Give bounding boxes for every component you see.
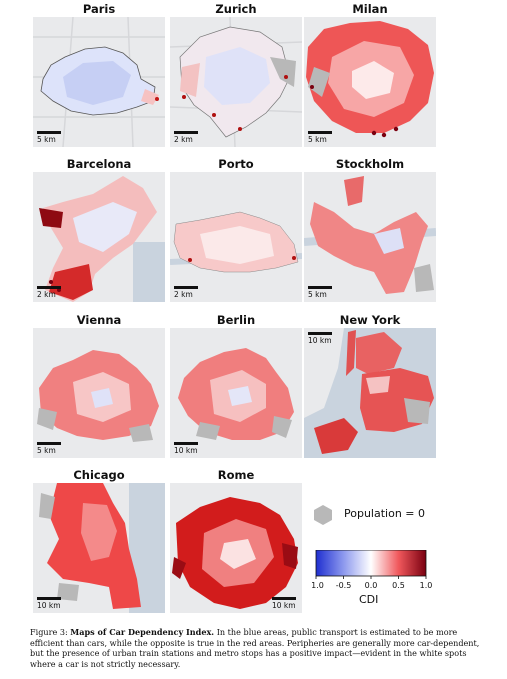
panel-title: Vienna: [76, 313, 122, 327]
population-zero-hexagon: [314, 505, 332, 525]
panel-title: Stockholm: [335, 157, 405, 171]
scale-bar: 2 km: [174, 131, 198, 144]
map-porto: 2 km: [170, 172, 302, 302]
colorbar-tick-label: 1.0: [420, 581, 432, 590]
scale-bar: 5 km: [37, 131, 61, 144]
map-berlin: 10 km: [170, 328, 302, 458]
scale-bar: 10 km: [308, 332, 332, 345]
panel-title: Rome: [217, 468, 255, 482]
scale-bar: 10 km: [174, 442, 198, 455]
map-rome: 10 km: [170, 483, 302, 613]
map-milan: 5 km: [304, 17, 436, 147]
caption-title: Maps of Car Dependency Index.: [70, 627, 215, 637]
scale-bar: 2 km: [37, 286, 61, 299]
panel-title: Chicago: [73, 468, 125, 482]
scale-bar: 5 km: [308, 286, 332, 299]
map-paris: 5 km: [33, 17, 165, 147]
panel-title: Paris: [82, 2, 116, 16]
colorbar-tick-label: -0.5: [336, 581, 352, 590]
map-vienna: 5 km: [33, 328, 165, 458]
map-new-york: 10 km: [304, 328, 436, 458]
colorbar-tick-label: 0.5: [392, 581, 405, 590]
scale-bar: 5 km: [308, 131, 332, 144]
panel-title: Milan: [352, 2, 388, 16]
scale-bar: 2 km: [174, 286, 198, 299]
colorbar-label: CDI: [359, 593, 379, 606]
legend: Population = 0 -1.0 -0.5 0.0 0.5 1.0 CDI: [306, 498, 446, 608]
scale-bar: 5 km: [37, 442, 61, 455]
panel-title: Porto: [218, 157, 254, 171]
map-barcelona: 2 km: [33, 172, 165, 302]
scale-bar: 10 km: [37, 597, 61, 610]
figure-caption: Figure 3: Maps of Car Dependency Index. …: [30, 627, 485, 669]
scale-bar: 10 km: [272, 597, 296, 610]
caption-body: In the blue areas, public transport is e…: [30, 627, 480, 669]
panel-title: New York: [339, 313, 401, 327]
population-zero-label: Population = 0: [344, 507, 426, 520]
panel-title: Berlin: [216, 313, 256, 327]
colorbar: -1.0 -0.5 0.0 0.5 1.0: [312, 550, 432, 590]
panel-title: Barcelona: [66, 157, 132, 171]
map-chicago: 10 km: [33, 483, 165, 613]
colorbar-tick-label: 0.0: [365, 581, 378, 590]
map-zurich: 2 km: [170, 17, 302, 147]
panel-title: Zurich: [215, 2, 257, 16]
colorbar-tick-label: -1.0: [312, 581, 324, 590]
caption-prefix: Figure 3:: [30, 627, 71, 637]
map-stockholm: 5 km: [304, 172, 436, 302]
